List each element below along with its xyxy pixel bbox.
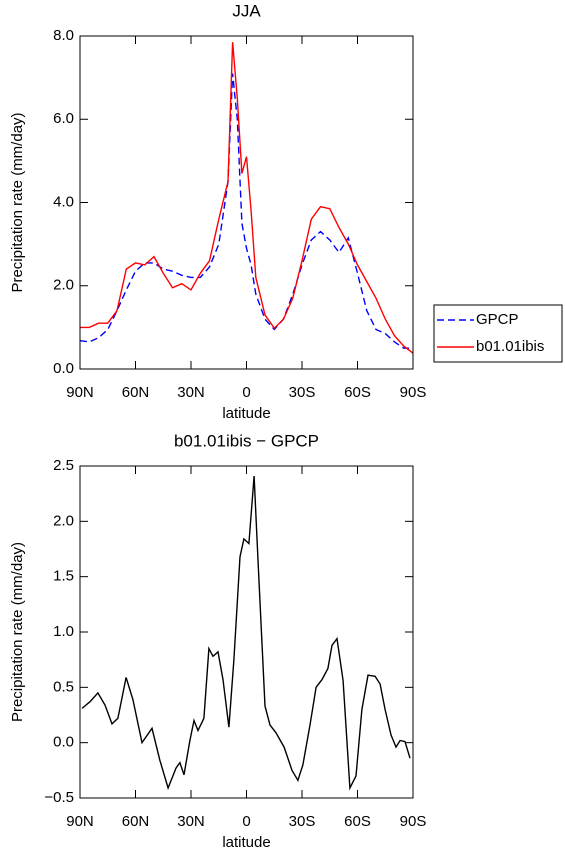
chart-title: b01.01ibis − GPCP xyxy=(174,431,319,450)
y-tick-label: 2.0 xyxy=(53,512,74,529)
y-tick-label: 8.0 xyxy=(53,27,74,44)
y-tick-label: 0.0 xyxy=(53,360,74,377)
legend-label: b01.01ibis xyxy=(476,338,544,355)
x-tick-label: 60S xyxy=(344,384,371,401)
y-tick-label: 0.5 xyxy=(53,678,74,695)
x-tick-label: 30S xyxy=(289,384,316,401)
x-axis-label: latitude xyxy=(222,834,270,851)
x-tick-label: 30N xyxy=(177,813,205,830)
x-tick-label: 90S xyxy=(400,813,427,830)
y-tick-label: 1.5 xyxy=(53,568,74,585)
x-tick-label: 30S xyxy=(289,813,316,830)
y-tick-label: 4.0 xyxy=(53,193,74,210)
y-tick-label: 1.0 xyxy=(53,623,74,640)
y-tick-label: 6.0 xyxy=(53,110,74,127)
data-line xyxy=(81,475,411,791)
x-axis-label: latitude xyxy=(222,405,270,422)
data-line xyxy=(80,42,414,354)
x-tick-label: 90N xyxy=(66,384,94,401)
plot-frame xyxy=(79,465,414,799)
y-tick-label: 2.0 xyxy=(53,277,74,294)
data-line xyxy=(79,73,413,349)
x-tick-label: 60N xyxy=(122,384,150,401)
y-axis-label: Precipitation rate (mm/day) xyxy=(9,542,26,722)
legend-label: GPCP xyxy=(476,311,519,328)
x-tick-label: 30N xyxy=(177,384,205,401)
x-tick-label: 90N xyxy=(66,813,94,830)
x-tick-label: 0 xyxy=(242,384,250,401)
chart-title: JJA xyxy=(232,1,261,20)
x-tick-label: 60N xyxy=(122,813,150,830)
x-tick-label: 0 xyxy=(242,813,250,830)
y-tick-label: 0.0 xyxy=(53,734,74,751)
y-tick-label: −0.5 xyxy=(44,789,74,806)
x-tick-label: 90S xyxy=(400,384,427,401)
legend-box xyxy=(433,304,563,363)
x-tick-label: 60S xyxy=(344,813,371,830)
y-tick-label: 2.5 xyxy=(53,457,74,474)
y-axis-label: Precipitation rate (mm/day) xyxy=(9,112,26,292)
plot-frame xyxy=(79,35,414,370)
